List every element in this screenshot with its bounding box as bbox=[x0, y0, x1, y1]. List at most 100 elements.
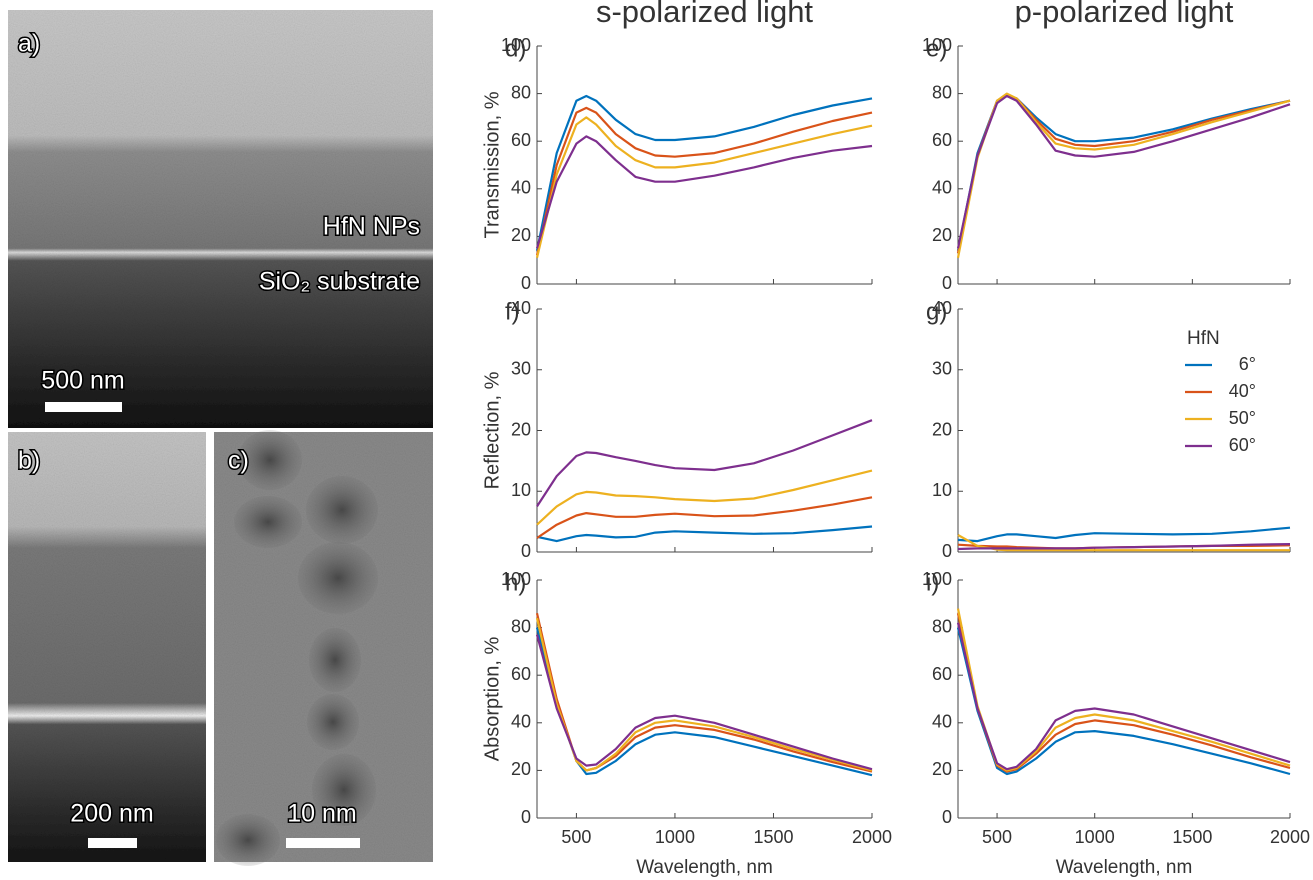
charts: s-polarized light d) Transmission, % 0 20 40 6… bbox=[481, 0, 1310, 878]
column-title: p-polarized light bbox=[1015, 0, 1234, 29]
x-tick-label: 1500 bbox=[753, 827, 793, 847]
series-line bbox=[956, 92, 1291, 259]
series-line bbox=[536, 496, 873, 539]
y-tick-label: 30 bbox=[511, 359, 531, 379]
x-tick-label: 500 bbox=[982, 827, 1012, 847]
legend-label: 60° bbox=[1229, 435, 1256, 455]
scalebar bbox=[88, 838, 137, 848]
series-line bbox=[536, 469, 873, 526]
series-line bbox=[536, 419, 873, 507]
x-tick-label: 2000 bbox=[1270, 827, 1310, 847]
y-tick-label: 80 bbox=[932, 616, 952, 636]
series-line bbox=[535, 135, 873, 249]
y-tick-label: 0 bbox=[942, 273, 952, 293]
series-line bbox=[535, 634, 873, 771]
series-line bbox=[956, 627, 1291, 776]
chart-panel: i) Wavelength, nm 0 20 40 60 80 100 500 1000 1500 2… bbox=[922, 569, 1310, 878]
y-tick-label: 40 bbox=[511, 178, 531, 198]
series-line bbox=[956, 622, 1291, 771]
panel-label: d) bbox=[505, 35, 526, 62]
x-tick-label: 1000 bbox=[1075, 827, 1115, 847]
image-b bbox=[8, 432, 206, 862]
y-tick-label: 0 bbox=[942, 807, 952, 827]
y-tick-label: 40 bbox=[511, 298, 531, 318]
image-label: b) bbox=[18, 447, 40, 475]
y-tick-label: 0 bbox=[942, 541, 952, 561]
image-label: c) bbox=[228, 447, 249, 475]
y-tick-label: 100 bbox=[501, 569, 531, 589]
chart-panel: p-polarized light e) 0 20 40 60 80 100 bbox=[922, 0, 1291, 293]
x-axis-label: Wavelength, nm bbox=[636, 857, 773, 878]
y-axis-label: Absorption, % bbox=[481, 637, 503, 762]
panel-label: e) bbox=[926, 35, 947, 62]
x-axis-label: Wavelength, nm bbox=[1056, 857, 1193, 878]
scalebar-label: 200 nm bbox=[70, 800, 153, 828]
series-line bbox=[957, 534, 1290, 552]
y-tick-label: 0 bbox=[521, 273, 531, 293]
x-tick-label: 500 bbox=[561, 827, 591, 847]
y-tick-label: 10 bbox=[511, 480, 531, 500]
series-line bbox=[535, 627, 873, 777]
y-tick-label: 60 bbox=[932, 130, 952, 150]
y-axis-label: Transmission, % bbox=[481, 91, 503, 238]
scalebar bbox=[286, 838, 360, 848]
x-tick-label: 1500 bbox=[1172, 827, 1212, 847]
chart-panel: f) Reflection, % 0 10 20 30 40 bbox=[481, 298, 873, 561]
particles bbox=[216, 430, 378, 866]
sem-image-a: a) HfN NPs SiO₂ substrate 500 nm bbox=[8, 10, 433, 428]
y-tick-label: 20 bbox=[932, 419, 952, 439]
y-tick-label: 20 bbox=[511, 419, 531, 439]
y-tick-label: 40 bbox=[511, 712, 531, 732]
y-axis-label: Reflection, % bbox=[481, 371, 503, 489]
column-title: s-polarized light bbox=[596, 0, 813, 29]
series-line bbox=[535, 617, 873, 772]
y-tick-label: 40 bbox=[932, 712, 952, 732]
layer-label: SiO₂ substrate bbox=[259, 268, 420, 296]
series-line bbox=[956, 94, 1291, 251]
legend-label: 40° bbox=[1229, 381, 1256, 401]
y-tick-label: 80 bbox=[511, 616, 531, 636]
y-tick-label: 20 bbox=[932, 759, 952, 779]
series-line bbox=[535, 116, 873, 259]
legend: HfN 6° 40° 50° 60° bbox=[1185, 328, 1256, 455]
y-tick-label: 80 bbox=[932, 82, 952, 102]
y-tick-label: 0 bbox=[521, 807, 531, 827]
y-tick-label: 30 bbox=[932, 359, 952, 379]
image-a bbox=[8, 10, 433, 428]
chart-panel: s-polarized light d) Transmission, % 0 20 40 6… bbox=[481, 0, 873, 293]
series-line bbox=[956, 94, 1291, 249]
y-tick-label: 60 bbox=[511, 664, 531, 684]
scalebar-label: 10 nm bbox=[287, 800, 356, 828]
y-tick-label: 60 bbox=[932, 664, 952, 684]
series-line bbox=[535, 613, 873, 773]
y-tick-label: 80 bbox=[511, 82, 531, 102]
series-line bbox=[536, 525, 873, 543]
y-tick-label: 100 bbox=[922, 569, 952, 589]
series-line bbox=[535, 94, 873, 251]
panel-label: i) bbox=[926, 569, 939, 596]
y-tick-label: 20 bbox=[511, 759, 531, 779]
y-tick-label: 20 bbox=[932, 225, 952, 245]
x-tick-label: 2000 bbox=[852, 827, 892, 847]
scalebar bbox=[45, 402, 122, 412]
image-label: a) bbox=[18, 30, 40, 58]
legend-label: 50° bbox=[1229, 408, 1256, 428]
chart-panel: g) 0 10 20 30 40 HfN 6° 40° 50° 60° bbox=[926, 298, 1291, 561]
layer-label: HfN NPs bbox=[323, 213, 420, 241]
tem-image-c: c) 10 nm bbox=[214, 430, 433, 866]
y-tick-label: 60 bbox=[511, 130, 531, 150]
series-line bbox=[957, 526, 1291, 543]
sem-image-b: b) 200 nm bbox=[8, 432, 206, 862]
panel-label: g) bbox=[926, 298, 947, 325]
y-tick-label: 40 bbox=[932, 178, 952, 198]
legend-title: HfN bbox=[1187, 328, 1220, 349]
series-line bbox=[535, 106, 873, 256]
chart-panel: h) Absorption, % Wavelength, nm 0 20 40 60 80 10… bbox=[481, 569, 892, 878]
y-tick-label: 40 bbox=[932, 298, 952, 318]
panel-label: f) bbox=[505, 298, 520, 325]
y-tick-label: 0 bbox=[521, 541, 531, 561]
legend-label: 6° bbox=[1239, 354, 1256, 374]
y-tick-label: 20 bbox=[511, 225, 531, 245]
scalebar-label: 500 nm bbox=[41, 367, 124, 395]
